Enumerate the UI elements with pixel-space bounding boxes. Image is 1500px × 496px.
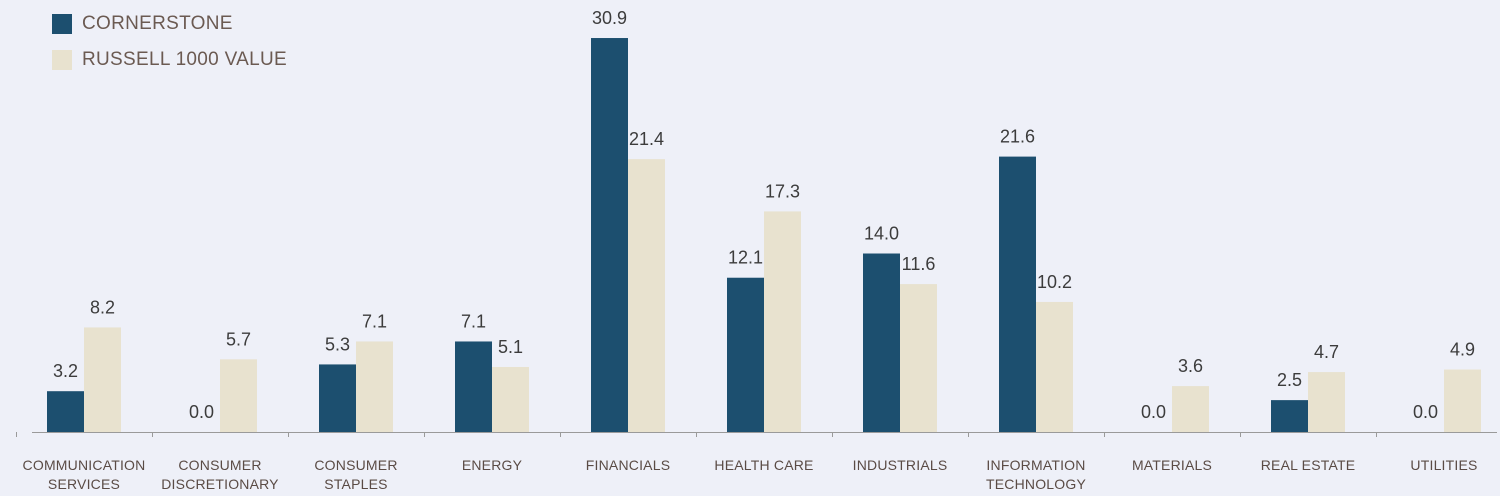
value-label-cornerstone-information-technology: 21.6 [1000,127,1035,147]
value-label-russell-financials: 21.4 [629,129,664,149]
bar-russell-health-care [764,211,801,432]
category-label-consumer-staples: CONSUMER STAPLES [314,457,398,492]
category-label-communication-services: COMMUNICATION SERVICES [22,457,146,492]
value-label-russell-industrials: 11.6 [902,254,936,274]
bar-cornerstone-industrials [863,253,900,432]
value-label-russell-consumer-staples: 7.1 [362,311,387,331]
category-label-materials: MATERIALS [1131,457,1213,473]
bar-russell-consumer-discretionary [220,359,257,432]
bar-russell-real-estate [1308,372,1345,432]
value-label-cornerstone-consumer-staples: 5.3 [325,334,350,354]
category-label-consumer-discretionary: CONSUMER DISCRETIONARY [161,457,279,492]
category-label-energy: ENERGY [461,457,523,473]
legend: CORNERSTONE RUSSELL 1000 VALUE [52,6,287,78]
value-label-russell-information-technology: 10.2 [1037,272,1072,292]
legend-item-russell: RUSSELL 1000 VALUE [52,42,287,78]
bar-cornerstone-energy [455,341,492,432]
bar-cornerstone-real-estate [1271,400,1308,432]
value-label-russell-energy: 5.1 [498,337,523,357]
bar-russell-financials [628,159,665,432]
value-label-cornerstone-energy: 7.1 [461,311,486,331]
legend-label-russell: RUSSELL 1000 VALUE [82,49,288,70]
bar-cornerstone-health-care [727,277,764,432]
value-label-cornerstone-real-estate: 2.5 [1277,370,1302,390]
legend-item-cornerstone: CORNERSTONE [52,6,287,42]
value-label-cornerstone-materials: 0.0 [1141,402,1166,422]
bar-russell-energy [492,366,529,432]
legend-swatch-cornerstone [52,14,72,34]
value-label-cornerstone-health-care: 12.1 [728,248,763,268]
legend-label-cornerstone: CORNERSTONE [82,13,233,34]
bar-russell-information-technology [1036,301,1073,432]
value-label-russell-health-care: 17.3 [765,181,800,201]
bar-cornerstone-information-technology [999,156,1036,432]
bar-russell-materials [1172,386,1209,432]
legend-swatch-russell [52,50,72,70]
bar-russell-communication-services [84,327,121,432]
category-label-financials: FINANCIALS [585,457,671,473]
value-label-cornerstone-consumer-discretionary: 0.0 [189,402,214,422]
value-label-russell-utilities: 4.9 [1450,340,1475,360]
bar-cornerstone-financials [591,38,628,433]
value-label-russell-communication-services: 8.2 [90,297,115,317]
bar-cornerstone-consumer-staples [319,364,356,432]
value-label-cornerstone-financials: 30.9 [592,8,627,28]
bar-russell-industrials [900,284,937,432]
bar-russell-consumer-staples [356,341,393,432]
category-label-health-care: HEALTH CARE [714,457,814,473]
value-label-russell-materials: 3.6 [1178,356,1203,376]
bar-russell-utilities [1444,369,1481,432]
value-label-russell-real-estate: 4.7 [1314,342,1339,362]
bar-cornerstone-communication-services [47,391,84,432]
category-label-real-estate: REAL ESTATE [1260,457,1356,473]
value-label-cornerstone-utilities: 0.0 [1413,402,1438,422]
category-label-information-technology: INFORMATION TECHNOLOGY [985,457,1086,492]
category-label-industrials: INDUSTRIALS [852,457,948,473]
category-label-utilities: UTILITIES [1410,457,1478,473]
value-label-cornerstone-communication-services: 3.2 [53,361,78,381]
value-label-russell-consumer-discretionary: 5.7 [226,329,251,349]
value-label-cornerstone-industrials: 14.0 [864,224,899,244]
